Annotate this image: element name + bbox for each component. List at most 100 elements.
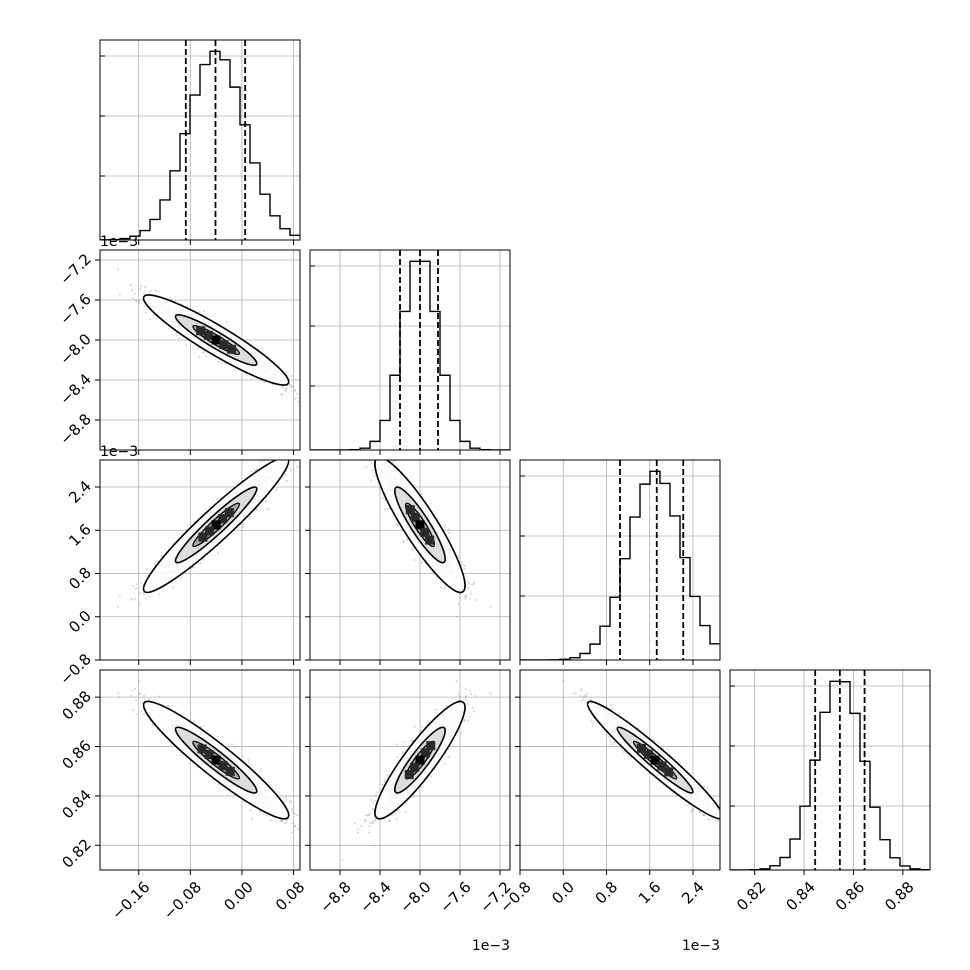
y-offset-label: 1e−3 xyxy=(100,444,138,460)
scatter-point xyxy=(287,451,289,453)
scatter-point xyxy=(132,297,135,300)
scatter-point xyxy=(308,436,310,438)
panel-plot-area xyxy=(310,250,510,450)
histogram-0 xyxy=(100,50,300,240)
scatter-point xyxy=(144,597,147,600)
scatter-point xyxy=(153,289,156,292)
scatter-point xyxy=(289,383,292,386)
panel-plot-area xyxy=(310,460,510,660)
scatter-point xyxy=(137,615,140,618)
scatter-point xyxy=(168,297,171,300)
scatter-point xyxy=(297,400,300,403)
scatter-point xyxy=(413,559,416,562)
scatter-point xyxy=(217,360,220,363)
scatter-point xyxy=(156,560,159,563)
density-bin xyxy=(219,340,229,350)
scatter-point xyxy=(140,582,143,585)
scatter-point xyxy=(285,451,287,453)
density-bin xyxy=(198,532,208,542)
scatter-point xyxy=(138,603,141,606)
scatter-point xyxy=(463,564,466,567)
scatter-point xyxy=(253,469,256,472)
scatter-point xyxy=(291,441,293,443)
panel-2-1 xyxy=(305,459,511,665)
scatter-point xyxy=(233,369,236,372)
scatter-point xyxy=(133,597,136,600)
panel-frame xyxy=(309,249,511,451)
scatter-point xyxy=(302,385,304,387)
y-tick-label: 1.6 xyxy=(65,520,95,550)
scatter-point xyxy=(289,469,292,472)
scatter-point xyxy=(469,597,472,600)
scatter-point xyxy=(197,346,200,349)
scatter-point xyxy=(280,393,283,396)
scatter-point xyxy=(287,450,289,452)
scatter-point xyxy=(285,387,288,390)
scatter-point xyxy=(160,555,163,558)
scatter-point xyxy=(144,285,147,288)
scatter-point xyxy=(139,592,142,595)
scatter-point xyxy=(287,456,289,458)
scatter-point xyxy=(175,334,178,337)
scatter-point xyxy=(191,566,194,569)
density-bin xyxy=(211,335,221,345)
panel-2-0: −0.80.00.81.62.41e−3 xyxy=(56,434,310,689)
scatter-point xyxy=(308,404,310,406)
scatter-point xyxy=(290,447,292,449)
scatter-point xyxy=(241,525,244,528)
scatter-point xyxy=(149,317,152,320)
y-offset-label: 1e−3 xyxy=(100,234,138,250)
scatter-point xyxy=(142,591,145,594)
scatter-point xyxy=(284,388,287,391)
density-bin xyxy=(203,330,213,340)
scatter-point xyxy=(118,293,121,296)
scatter-point xyxy=(401,540,404,543)
density-bin xyxy=(227,344,237,354)
scatter-point xyxy=(271,383,274,386)
scatter-point xyxy=(470,592,473,595)
panel-plot-area xyxy=(100,40,300,240)
scatter-point xyxy=(208,506,211,509)
scatter-point xyxy=(284,457,286,459)
scatter-point xyxy=(116,268,119,271)
y-tick-label: −7.6 xyxy=(56,290,94,328)
scatter-point xyxy=(285,479,288,482)
scatter-point xyxy=(148,595,151,598)
scatter-point xyxy=(132,584,135,587)
scatter-point xyxy=(406,539,409,542)
scatter-point xyxy=(261,347,264,350)
scatter-point xyxy=(152,314,155,317)
scatter-point xyxy=(145,311,148,314)
y-tick-label: 0.8 xyxy=(65,564,95,594)
density-bin xyxy=(211,520,221,530)
scatter-point xyxy=(203,310,206,313)
scatter-point xyxy=(289,385,292,388)
scatter-point xyxy=(129,283,132,286)
scatter-point xyxy=(129,598,132,601)
scatter-point xyxy=(289,456,291,458)
panel-0-0 xyxy=(99,39,301,245)
scatter-point xyxy=(302,434,304,436)
scatter-point xyxy=(215,497,218,500)
scatter-point xyxy=(149,290,152,293)
scatter-point xyxy=(135,300,138,303)
scatter-point xyxy=(290,389,293,392)
scatter-point xyxy=(290,385,293,388)
density-bin xyxy=(196,326,206,336)
scatter-point xyxy=(248,516,251,519)
scatter-point xyxy=(301,391,303,393)
scatter-point xyxy=(198,311,201,314)
scatter-point xyxy=(216,551,219,554)
scatter-point xyxy=(143,305,146,308)
scatter-point xyxy=(143,292,146,295)
scatter-point xyxy=(275,488,278,491)
scatter-point xyxy=(135,587,138,590)
scatter-point xyxy=(180,576,183,579)
scatter-point xyxy=(287,384,290,387)
scatter-point xyxy=(245,373,248,376)
scatter-point xyxy=(199,562,202,565)
scatter-point xyxy=(283,454,285,456)
scatter-point xyxy=(296,465,299,468)
scatter-point xyxy=(185,344,188,347)
